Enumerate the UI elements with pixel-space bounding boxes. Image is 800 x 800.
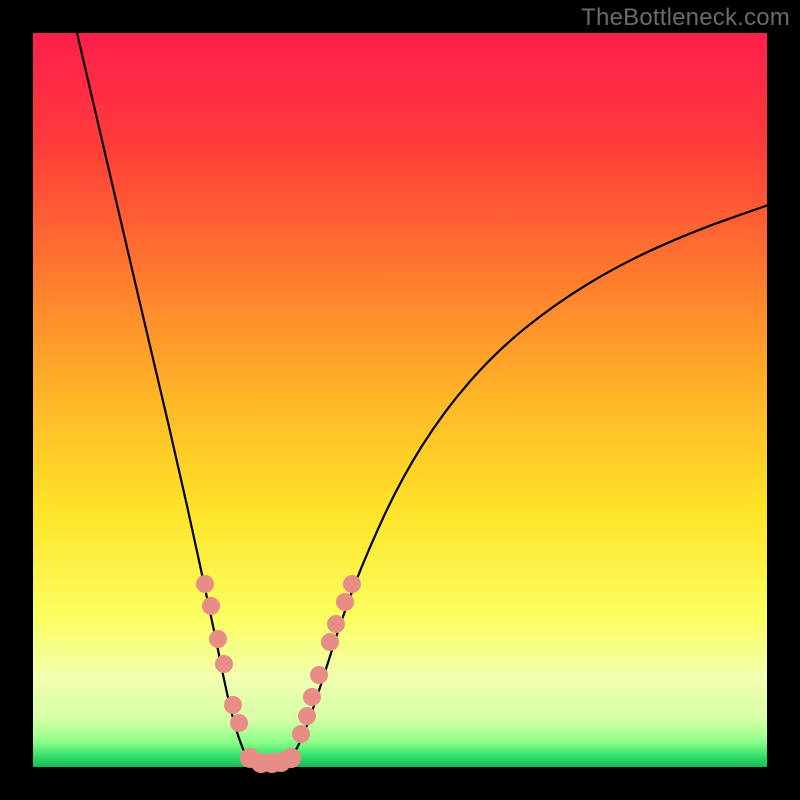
chart-stage: TheBottleneck.com [0, 0, 800, 800]
curve-markers-layer [0, 0, 800, 800]
curve-marker [336, 593, 354, 611]
curve-marker [215, 655, 233, 673]
curve-marker [209, 630, 227, 648]
curve-marker [281, 748, 301, 768]
curve-marker [202, 597, 220, 615]
curve-marker [224, 696, 242, 714]
curve-marker [303, 688, 321, 706]
curve-marker [292, 725, 310, 743]
curve-marker [343, 575, 361, 593]
curve-marker [310, 666, 328, 684]
curve-marker [298, 707, 316, 725]
curve-marker [321, 633, 339, 651]
curve-marker [327, 615, 345, 633]
curve-marker [196, 575, 214, 593]
curve-marker [230, 714, 248, 732]
